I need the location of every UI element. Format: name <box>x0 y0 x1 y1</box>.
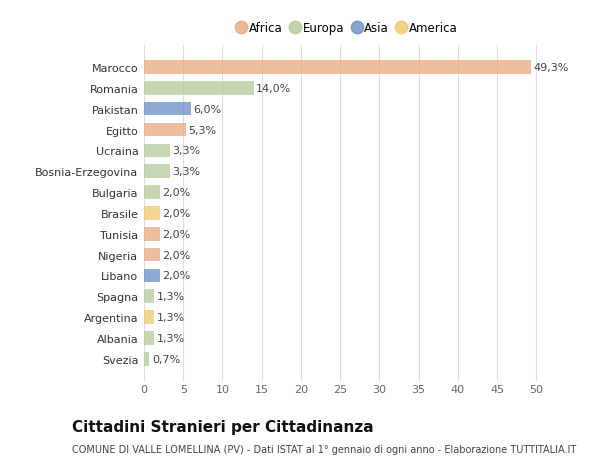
Bar <box>144 82 254 95</box>
Bar <box>144 290 154 303</box>
Text: 14,0%: 14,0% <box>256 84 292 94</box>
Bar <box>144 186 160 199</box>
Text: 1,3%: 1,3% <box>157 291 185 302</box>
Bar <box>144 144 170 158</box>
Bar <box>144 269 160 283</box>
Text: 49,3%: 49,3% <box>533 63 569 73</box>
Text: COMUNE DI VALLE LOMELLINA (PV) - Dati ISTAT al 1° gennaio di ogni anno - Elabora: COMUNE DI VALLE LOMELLINA (PV) - Dati IS… <box>72 444 576 454</box>
Bar <box>144 207 160 220</box>
Bar <box>144 311 154 324</box>
Text: 1,3%: 1,3% <box>157 333 185 343</box>
Bar <box>144 352 149 366</box>
Text: 3,3%: 3,3% <box>172 167 200 177</box>
Text: 1,3%: 1,3% <box>157 313 185 322</box>
Bar <box>144 331 154 345</box>
Bar <box>144 228 160 241</box>
Text: 2,0%: 2,0% <box>162 188 190 198</box>
Text: 2,0%: 2,0% <box>162 271 190 281</box>
Text: 2,0%: 2,0% <box>162 208 190 218</box>
Text: 6,0%: 6,0% <box>193 105 221 114</box>
Text: 3,3%: 3,3% <box>172 146 200 156</box>
Bar <box>144 103 191 116</box>
Text: Cittadini Stranieri per Cittadinanza: Cittadini Stranieri per Cittadinanza <box>72 419 374 434</box>
Text: 0,7%: 0,7% <box>152 354 180 364</box>
Bar <box>144 61 531 75</box>
Bar <box>144 165 170 179</box>
Legend: Africa, Europa, Asia, America: Africa, Europa, Asia, America <box>235 18 461 38</box>
Bar <box>144 248 160 262</box>
Text: 2,0%: 2,0% <box>162 229 190 239</box>
Text: 5,3%: 5,3% <box>188 125 216 135</box>
Text: 2,0%: 2,0% <box>162 250 190 260</box>
Bar <box>144 123 185 137</box>
